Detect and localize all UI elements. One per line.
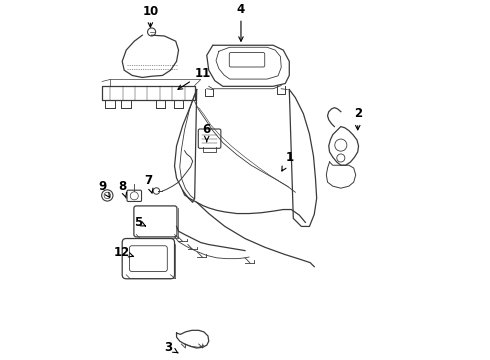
Text: 8: 8 bbox=[118, 180, 126, 198]
Text: 5: 5 bbox=[134, 216, 146, 229]
Text: 3: 3 bbox=[165, 341, 178, 354]
Text: 10: 10 bbox=[142, 5, 158, 27]
Text: 4: 4 bbox=[237, 3, 245, 41]
Text: 11: 11 bbox=[178, 67, 211, 89]
Text: 12: 12 bbox=[114, 246, 133, 259]
Text: 7: 7 bbox=[145, 174, 153, 193]
Text: 2: 2 bbox=[354, 107, 362, 130]
Text: 1: 1 bbox=[282, 152, 294, 171]
Text: 6: 6 bbox=[203, 123, 211, 142]
Text: 9: 9 bbox=[98, 180, 110, 198]
